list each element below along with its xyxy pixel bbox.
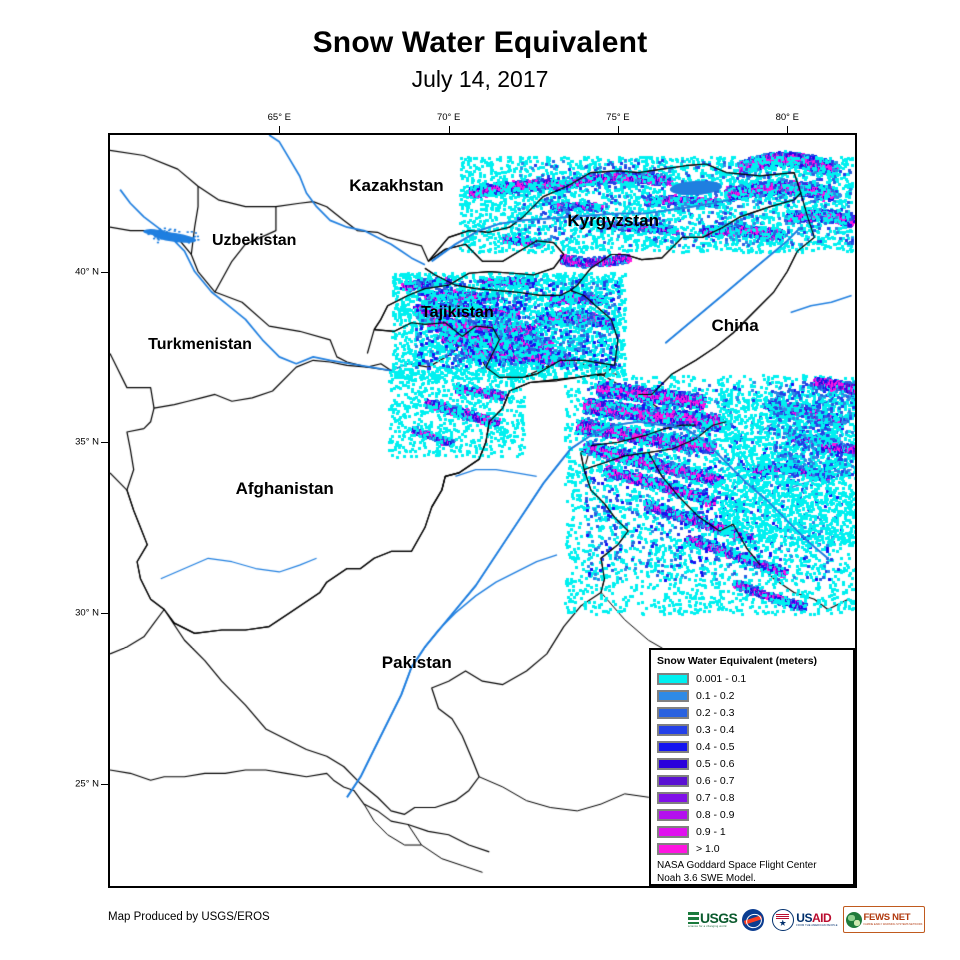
legend-label: 0.5 - 0.6 bbox=[696, 758, 735, 770]
page-subtitle: July 14, 2017 bbox=[0, 64, 960, 94]
legend-row: 0.6 - 0.7 bbox=[657, 772, 847, 789]
lon-tick-label: 80° E bbox=[776, 112, 799, 123]
legend-swatch bbox=[657, 792, 689, 804]
legend-panel: Snow Water Equivalent (meters) 0.001 - 0… bbox=[649, 648, 855, 886]
legend-swatch bbox=[657, 690, 689, 702]
lat-tick-label: 30° N bbox=[55, 607, 99, 618]
page-title: Snow Water Equivalent bbox=[0, 26, 960, 60]
legend-swatch bbox=[657, 775, 689, 787]
lon-tick-label: 65° E bbox=[268, 112, 291, 123]
legend-row: 0.001 - 0.1 bbox=[657, 670, 847, 687]
country-label-turkmenistan: Turkmenistan bbox=[148, 336, 252, 354]
legend-swatch bbox=[657, 741, 689, 753]
lon-tick-mark bbox=[618, 126, 619, 133]
country-label-afghanistan: Afghanistan bbox=[236, 479, 334, 499]
logo-strip: USGS science for a changing world USAID … bbox=[688, 906, 925, 933]
country-label-tajikistan: Tajikistan bbox=[421, 304, 494, 322]
legend-label: 0.1 - 0.2 bbox=[696, 690, 735, 702]
legend-label: > 1.0 bbox=[696, 843, 720, 855]
legend-swatch bbox=[657, 758, 689, 770]
legend-row: 0.3 - 0.4 bbox=[657, 721, 847, 738]
usgs-logo: USGS science for a changing world bbox=[688, 908, 737, 931]
legend-label: 0.4 - 0.5 bbox=[696, 741, 735, 753]
usgs-tagline: science for a changing world bbox=[688, 925, 726, 929]
fews-globe-icon bbox=[846, 912, 862, 928]
legend-row: > 1.0 bbox=[657, 840, 847, 857]
legend-source-line1: NASA Goddard Space Flight Center bbox=[657, 860, 847, 873]
lon-tick-mark bbox=[787, 126, 788, 133]
usaid-word-us: US bbox=[796, 911, 812, 925]
legend-label: 0.7 - 0.8 bbox=[696, 792, 735, 804]
legend-swatch bbox=[657, 809, 689, 821]
fews-wordmark: FEWS NET bbox=[864, 913, 923, 923]
legend-row: 0.1 - 0.2 bbox=[657, 687, 847, 704]
fews-tagline: FAMINE EARLY WARNING SYSTEMS NETWORK bbox=[864, 923, 923, 927]
lat-tick-mark bbox=[101, 613, 108, 614]
legend-label: 0.9 - 1 bbox=[696, 826, 726, 838]
lon-tick-mark bbox=[449, 126, 450, 133]
legend-row: 0.2 - 0.3 bbox=[657, 704, 847, 721]
legend-class-list: 0.001 - 0.1 0.1 - 0.2 0.2 - 0.3 0.3 - 0.4 0.… bbox=[657, 670, 847, 857]
legend-swatch bbox=[657, 724, 689, 736]
lat-tick-label: 25° N bbox=[55, 778, 99, 789]
lon-tick-label: 70° E bbox=[437, 112, 460, 123]
legend-source-line2: Noah 3.6 SWE Model. bbox=[657, 873, 847, 886]
nasa-logo bbox=[742, 909, 767, 931]
legend-swatch bbox=[657, 843, 689, 855]
legend-row: 0.4 - 0.5 bbox=[657, 738, 847, 755]
legend-source: NASA Goddard Space Flight Center Noah 3.… bbox=[657, 860, 847, 885]
country-label-uzbekistan: Uzbekistan bbox=[212, 232, 296, 250]
legend-row: 0.9 - 1 bbox=[657, 823, 847, 840]
title-block: Snow Water Equivalent July 14, 2017 bbox=[0, 26, 960, 94]
lat-tick-label: 35° N bbox=[55, 437, 99, 448]
lon-tick-label: 75° E bbox=[606, 112, 629, 123]
country-label-kyrgyzstan: Kyrgyzstan bbox=[567, 211, 659, 231]
country-label-kazakhstan: Kazakhstan bbox=[349, 176, 443, 196]
country-label-china: China bbox=[711, 316, 758, 336]
footer-credit: Map Produced by USGS/EROS bbox=[108, 911, 270, 923]
usaid-logo: USAID FROM THE AMERICAN PEOPLE bbox=[772, 908, 837, 931]
legend-label: 0.001 - 0.1 bbox=[696, 673, 746, 685]
usaid-tagline: FROM THE AMERICAN PEOPLE bbox=[796, 924, 837, 928]
usaid-seal-icon bbox=[772, 909, 794, 931]
legend-label: 0.8 - 0.9 bbox=[696, 809, 735, 821]
lat-tick-label: 40° N bbox=[55, 266, 99, 277]
legend-swatch bbox=[657, 826, 689, 838]
usgs-wordmark: USGS bbox=[700, 910, 737, 926]
country-label-pakistan: Pakistan bbox=[382, 653, 452, 673]
fews-net-logo: FEWS NET FAMINE EARLY WARNING SYSTEMS NE… bbox=[843, 906, 926, 933]
usaid-word-aid: AID bbox=[812, 911, 831, 925]
legend-row: 0.5 - 0.6 bbox=[657, 755, 847, 772]
lat-tick-mark bbox=[101, 272, 108, 273]
legend-label: 0.6 - 0.7 bbox=[696, 775, 735, 787]
nasa-meatball-icon bbox=[742, 909, 764, 931]
legend-row: 0.8 - 0.9 bbox=[657, 806, 847, 823]
lon-tick-mark bbox=[279, 126, 280, 133]
legend-swatch bbox=[657, 707, 689, 719]
legend-label: 0.3 - 0.4 bbox=[696, 724, 735, 736]
usgs-wave-icon bbox=[688, 912, 699, 924]
legend-row: 0.7 - 0.8 bbox=[657, 789, 847, 806]
lat-tick-mark bbox=[101, 784, 108, 785]
legend-swatch bbox=[657, 673, 689, 685]
legend-label: 0.2 - 0.3 bbox=[696, 707, 735, 719]
legend-title: Snow Water Equivalent (meters) bbox=[657, 655, 847, 668]
lat-tick-mark bbox=[101, 442, 108, 443]
